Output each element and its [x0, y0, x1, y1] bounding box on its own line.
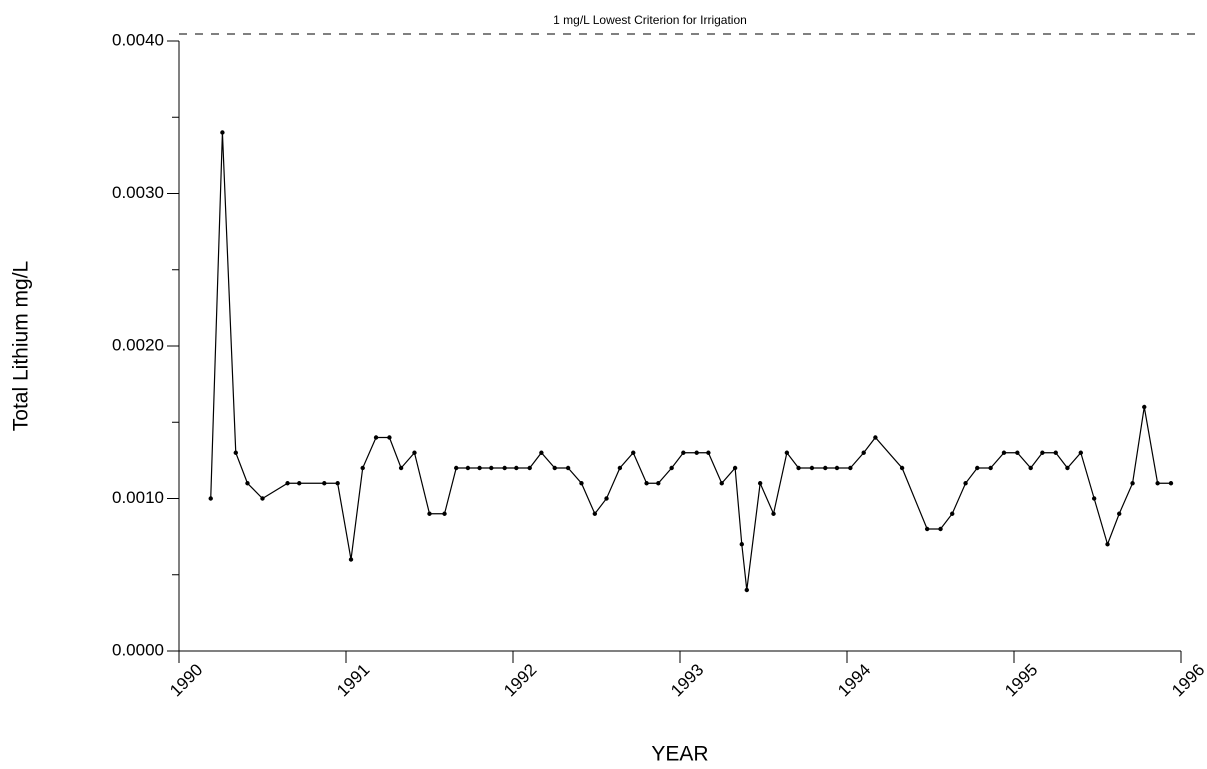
data-point	[681, 450, 686, 455]
data-point	[335, 481, 340, 486]
data-point	[1105, 542, 1110, 547]
data-point	[454, 465, 459, 471]
y-tick-label: 0.0020	[112, 335, 164, 354]
data-point	[873, 435, 878, 440]
data-point	[1078, 450, 1084, 455]
x-tick-label: 1994	[834, 660, 874, 700]
data-point	[348, 557, 354, 562]
data-point	[796, 465, 801, 471]
data-point	[579, 481, 584, 486]
data-point	[208, 496, 213, 501]
data-point	[297, 481, 302, 486]
data-point	[1155, 481, 1160, 486]
data-point	[260, 496, 265, 501]
data-point	[963, 481, 968, 486]
data-point	[1040, 450, 1045, 455]
data-point	[631, 450, 636, 455]
x-tick-label: 1993	[667, 660, 707, 700]
data-point	[442, 511, 447, 516]
data-point	[427, 511, 432, 516]
data-point	[771, 511, 776, 516]
data-point	[1168, 481, 1174, 486]
data-point	[823, 465, 828, 471]
data-point	[834, 465, 840, 471]
data-point	[757, 481, 763, 486]
data-point	[387, 435, 392, 440]
y-axis-label: Total Lithium mg/L	[10, 261, 33, 431]
data-point	[322, 481, 327, 486]
data-point	[373, 435, 379, 440]
data-point	[552, 465, 557, 471]
data-point	[527, 465, 532, 471]
data-point	[669, 465, 674, 471]
data-point	[220, 130, 225, 135]
data-point	[489, 465, 494, 471]
data-point	[719, 481, 724, 486]
data-point	[1015, 450, 1020, 455]
data-point	[784, 450, 790, 455]
data-point	[706, 450, 711, 455]
data-point	[412, 450, 417, 455]
data-point	[809, 465, 815, 471]
data-point	[233, 450, 238, 455]
data-point	[975, 465, 980, 471]
data-point	[938, 526, 943, 532]
data-point	[592, 511, 598, 516]
x-tick-label: 1992	[500, 660, 540, 700]
data-point	[1091, 496, 1097, 501]
data-point	[465, 465, 471, 471]
y-tick-label: 0.0000	[112, 640, 164, 659]
data-point	[848, 465, 853, 471]
data-point	[861, 450, 866, 455]
data-point	[1130, 481, 1135, 486]
data-point	[1053, 450, 1058, 455]
data-point	[1028, 465, 1033, 471]
data-point	[899, 465, 905, 471]
data-point	[617, 465, 623, 471]
data-point	[245, 481, 250, 486]
data-point	[739, 542, 744, 547]
data-point	[1065, 465, 1070, 471]
data-point	[744, 587, 749, 593]
y-tick-label: 0.0040	[112, 30, 164, 49]
data-point	[1117, 511, 1122, 516]
data-point	[644, 481, 649, 486]
data-point	[656, 481, 661, 486]
data-point	[1142, 404, 1147, 410]
data-point	[988, 465, 993, 471]
data-point	[1001, 450, 1007, 455]
data-point	[924, 526, 930, 532]
x-tick-label: 1996	[1168, 660, 1207, 700]
data-point	[514, 465, 519, 471]
data-point	[502, 465, 507, 471]
x-tick-label: 1991	[333, 660, 373, 700]
data-point	[285, 481, 290, 486]
x-tick-label: 1990	[166, 660, 206, 700]
data-point	[565, 465, 571, 471]
data-point	[694, 450, 699, 455]
data-point	[604, 496, 609, 501]
x-tick-label: 1995	[1001, 660, 1041, 700]
data-point	[360, 465, 365, 471]
y-tick-label: 0.0010	[112, 488, 164, 507]
data-point	[398, 465, 404, 471]
data-point	[732, 465, 738, 471]
x-axis-label: YEAR	[651, 743, 708, 766]
y-tick-label: 0.0030	[112, 183, 164, 202]
reference-label: 1 mg/L Lowest Criterion for Irrigation	[553, 13, 747, 27]
data-point	[477, 465, 482, 471]
data-line	[210, 132, 1171, 591]
data-point	[950, 511, 955, 516]
data-point	[539, 450, 544, 455]
